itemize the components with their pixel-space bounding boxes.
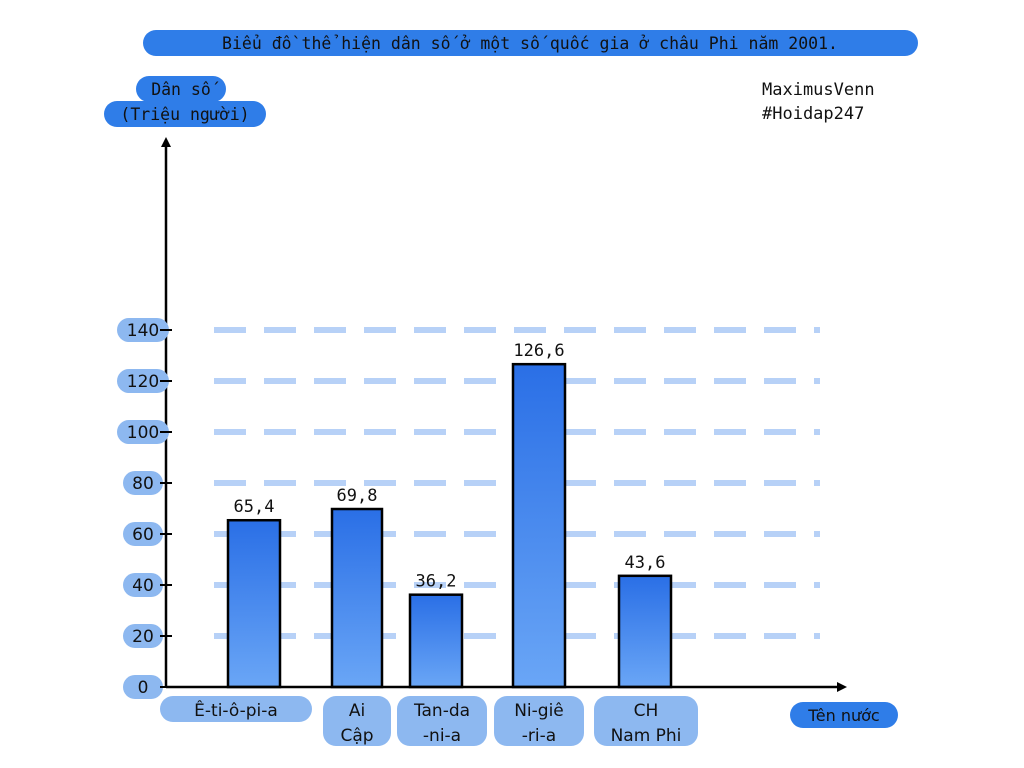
y-tick-label: 100 (127, 423, 159, 443)
x-axis-label: Tên nước (807, 706, 879, 725)
y-tick-label: 0 (138, 678, 149, 698)
y-tick-pill (123, 471, 163, 495)
category-label: -ri-a (522, 726, 556, 746)
bar (226, 518, 282, 689)
bar-value-label: 36,2 (416, 572, 457, 592)
category-pill (397, 696, 487, 746)
y-tick-label: 140 (127, 321, 159, 341)
y-tick-label: 80 (132, 474, 154, 494)
bar-value-label: 65,4 (234, 497, 275, 517)
y-axis-label-pill-2 (104, 101, 266, 127)
category-pill (160, 696, 312, 722)
category-label: CH (634, 701, 659, 721)
category-label: Cập (340, 726, 373, 746)
y-tick-label: 60 (132, 525, 154, 545)
bar-value-label: 126,6 (513, 341, 564, 361)
x-axis-label-pill (790, 702, 898, 728)
bar-value-label: 69,8 (337, 486, 378, 506)
bar (617, 574, 673, 689)
y-tick-pill (123, 675, 163, 699)
credit-block: MaximusVenn #Hoidap247 (762, 78, 875, 126)
bars: 65,4 69,8 36,2 126,6 43,6 (226, 341, 673, 689)
category-pill (594, 696, 698, 746)
category-label: Ê-ti-ô-pi-a (194, 699, 278, 721)
category-label: Ni-giê (514, 701, 564, 721)
bar (330, 507, 384, 689)
y-tick-pill (123, 573, 163, 597)
y-tick-labels: 0 20 40 60 80 100 120 140 (117, 318, 172, 699)
y-tick-label: 120 (127, 372, 159, 392)
y-tick-pill (123, 522, 163, 546)
category-label: Ai (349, 701, 365, 721)
category-pill (494, 696, 584, 746)
y-tick-pill (123, 624, 163, 648)
y-axis-label-line-2: (Triệu người) (120, 105, 249, 124)
y-tick-label: 40 (132, 576, 154, 596)
category-label: -ni-a (423, 726, 461, 746)
chart-title-pill (143, 30, 918, 56)
bar (511, 362, 567, 689)
y-tick-label: 20 (132, 627, 154, 647)
x-tick-labels: Ê-ti-ô-pi-a Ai Cập Tan-da -ni-a Ni-giê -ri-a CH… (160, 696, 698, 746)
credit-author: MaximusVenn (762, 80, 875, 100)
y-tick-pill (117, 318, 169, 342)
credit-tag: #Hoidap247 (762, 104, 865, 124)
bar (408, 593, 464, 689)
chart-title: Biểu đồ thể hiện dân số ở một số quốc gi… (222, 34, 838, 53)
bar-value-label: 43,6 (625, 553, 666, 573)
y-tick-pill (117, 420, 169, 444)
category-label: Nam Phi (611, 726, 682, 746)
y-axis-label-pill-1 (136, 76, 226, 102)
y-tick-pill (117, 369, 169, 393)
category-label: Tan-da (413, 701, 470, 721)
category-pill (323, 696, 391, 746)
y-axis-label-line-1: Dân số (151, 80, 219, 99)
